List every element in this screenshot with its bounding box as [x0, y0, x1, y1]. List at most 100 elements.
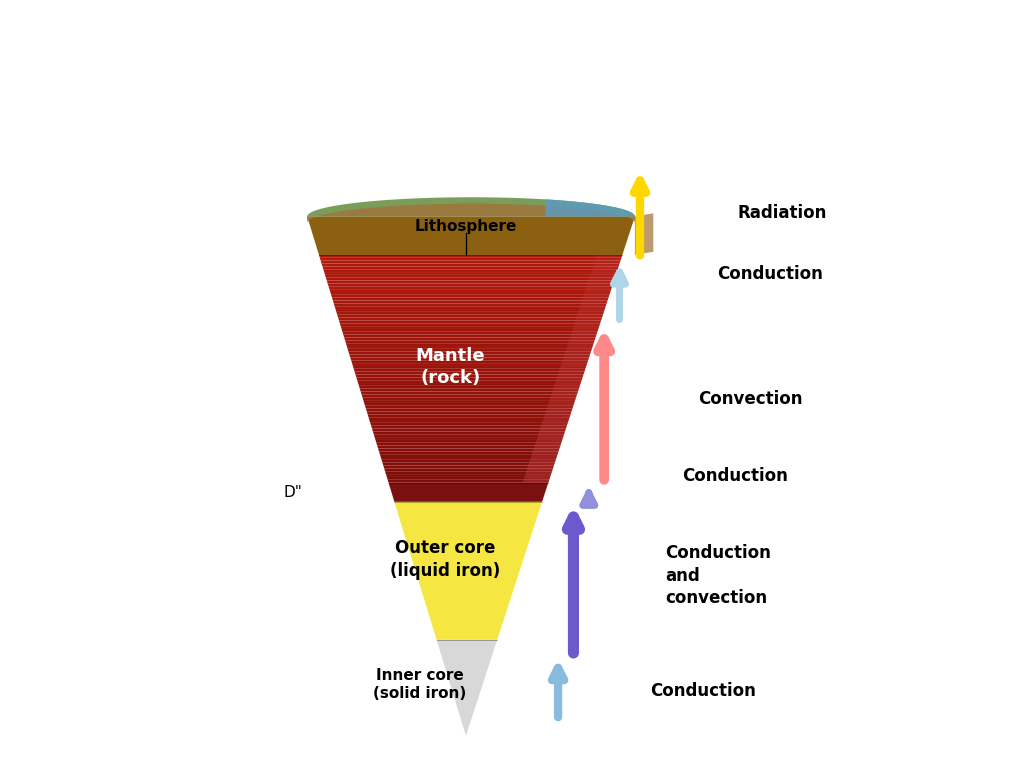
Polygon shape: [590, 275, 615, 278]
Polygon shape: [356, 377, 583, 380]
Polygon shape: [385, 472, 552, 474]
Text: Various Depths: Various Depths: [23, 82, 333, 116]
Polygon shape: [374, 434, 564, 437]
Polygon shape: [578, 312, 604, 315]
Polygon shape: [330, 289, 611, 292]
Polygon shape: [325, 275, 615, 278]
Polygon shape: [545, 412, 571, 414]
Polygon shape: [523, 477, 550, 480]
Polygon shape: [355, 375, 584, 377]
Polygon shape: [551, 392, 578, 395]
Polygon shape: [344, 337, 596, 340]
Text: Dominant Types of Heat Transfer at: Dominant Types of Heat Transfer at: [23, 28, 746, 61]
Polygon shape: [329, 286, 612, 289]
Polygon shape: [359, 389, 579, 392]
Polygon shape: [337, 315, 603, 318]
Polygon shape: [570, 335, 596, 337]
Text: Mantle
(rock): Mantle (rock): [416, 347, 485, 387]
Polygon shape: [574, 320, 601, 323]
Polygon shape: [340, 323, 600, 326]
Polygon shape: [551, 395, 577, 397]
Polygon shape: [561, 363, 587, 366]
Polygon shape: [342, 332, 597, 335]
Polygon shape: [531, 454, 558, 457]
Polygon shape: [368, 414, 570, 417]
Polygon shape: [542, 420, 568, 423]
Polygon shape: [571, 329, 598, 332]
Text: Inner core
(solid iron): Inner core (solid iron): [373, 668, 467, 701]
Text: Outer core
(liquid iron): Outer core (liquid iron): [390, 539, 501, 580]
Polygon shape: [580, 306, 606, 309]
Polygon shape: [540, 429, 566, 432]
Polygon shape: [525, 472, 552, 474]
Polygon shape: [556, 377, 583, 380]
Polygon shape: [524, 474, 551, 477]
Polygon shape: [343, 335, 596, 337]
Polygon shape: [536, 440, 562, 443]
Polygon shape: [381, 457, 557, 460]
Polygon shape: [319, 258, 622, 260]
Polygon shape: [581, 300, 607, 303]
Polygon shape: [342, 329, 598, 332]
Polygon shape: [541, 425, 567, 429]
Polygon shape: [436, 640, 498, 736]
Polygon shape: [331, 295, 609, 298]
Polygon shape: [353, 369, 586, 372]
Polygon shape: [349, 355, 590, 357]
Polygon shape: [534, 445, 560, 449]
Polygon shape: [565, 349, 592, 352]
Polygon shape: [354, 372, 585, 375]
Polygon shape: [588, 280, 614, 283]
Polygon shape: [348, 352, 591, 355]
Polygon shape: [583, 295, 609, 298]
Polygon shape: [560, 366, 587, 369]
Polygon shape: [358, 383, 581, 386]
Polygon shape: [347, 346, 593, 349]
Polygon shape: [569, 337, 596, 340]
Text: D": D": [284, 485, 302, 500]
Polygon shape: [566, 346, 593, 349]
Polygon shape: [336, 309, 605, 312]
Polygon shape: [388, 480, 549, 482]
Polygon shape: [570, 332, 597, 335]
Polygon shape: [379, 452, 558, 454]
Polygon shape: [386, 474, 551, 477]
Polygon shape: [321, 260, 621, 263]
Polygon shape: [596, 255, 623, 258]
Polygon shape: [346, 343, 594, 346]
Polygon shape: [370, 420, 568, 423]
Polygon shape: [383, 465, 554, 468]
Polygon shape: [360, 392, 578, 395]
Polygon shape: [595, 258, 622, 260]
Polygon shape: [547, 406, 573, 409]
Polygon shape: [575, 318, 602, 320]
Polygon shape: [537, 437, 563, 440]
Polygon shape: [380, 454, 558, 457]
Polygon shape: [332, 298, 608, 300]
Polygon shape: [544, 414, 570, 417]
Polygon shape: [552, 389, 579, 392]
Polygon shape: [339, 320, 601, 323]
Polygon shape: [365, 403, 574, 406]
Text: Radiation: Radiation: [737, 204, 826, 222]
Polygon shape: [585, 289, 611, 292]
Polygon shape: [549, 400, 575, 403]
Polygon shape: [335, 306, 606, 309]
Polygon shape: [542, 423, 567, 425]
Polygon shape: [527, 465, 554, 468]
Polygon shape: [587, 283, 613, 286]
Polygon shape: [384, 468, 553, 472]
Polygon shape: [333, 300, 607, 303]
Polygon shape: [326, 278, 615, 280]
Polygon shape: [371, 423, 567, 425]
Polygon shape: [555, 380, 582, 383]
Polygon shape: [341, 326, 599, 329]
Polygon shape: [388, 482, 548, 502]
Polygon shape: [382, 462, 555, 465]
Polygon shape: [348, 349, 592, 352]
Polygon shape: [567, 343, 594, 346]
Polygon shape: [359, 386, 580, 389]
Polygon shape: [372, 429, 566, 432]
Polygon shape: [558, 372, 585, 375]
Polygon shape: [550, 397, 577, 400]
